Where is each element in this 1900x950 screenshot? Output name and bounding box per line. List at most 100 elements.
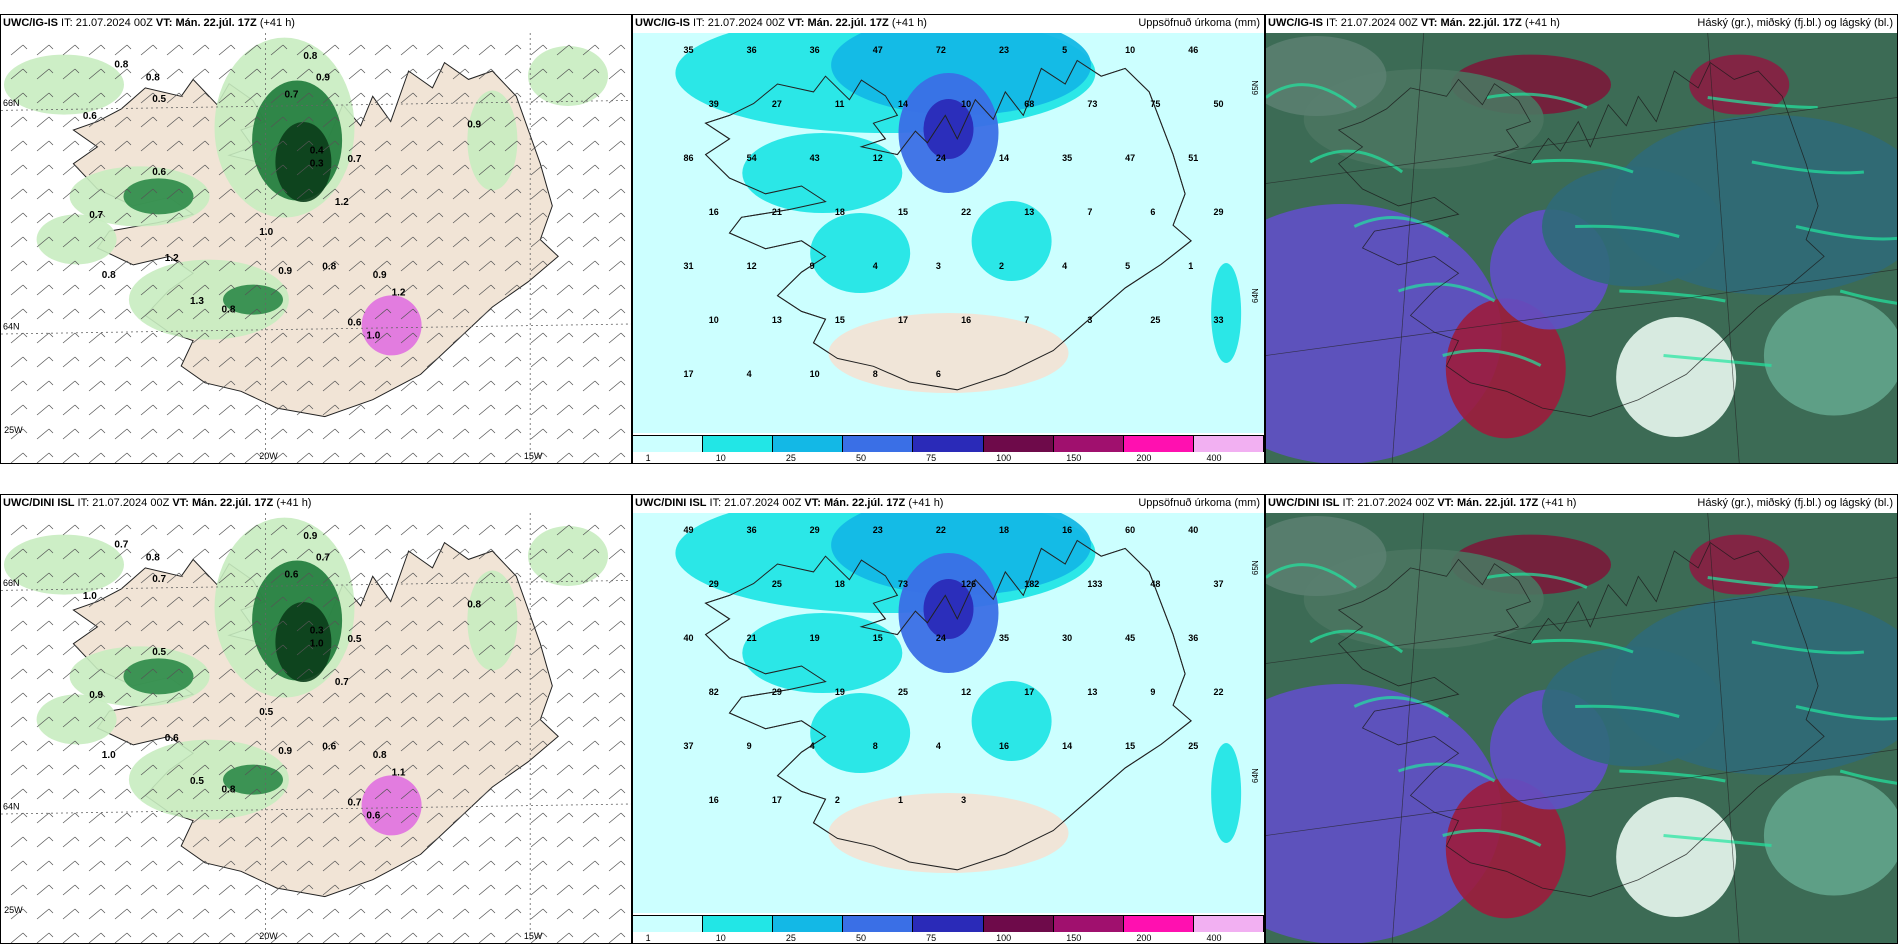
cloud-contour	[1397, 762, 1496, 783]
cloud-contour	[1619, 769, 1726, 783]
wind-barb	[296, 308, 314, 320]
precip-area	[123, 178, 194, 215]
wind-barb	[270, 932, 288, 943]
wind-barb	[10, 452, 28, 463]
wind-barb	[218, 932, 236, 943]
it-label: IT:	[690, 17, 708, 29]
precip-value-label: 0.7	[152, 574, 166, 585]
wind-barb	[10, 740, 28, 752]
wind-barb	[270, 188, 288, 200]
wind-barb	[374, 572, 392, 584]
wind-barb	[192, 692, 210, 704]
cloud-contour	[1266, 83, 1357, 109]
wind-barb	[608, 236, 626, 248]
wind-barb	[348, 764, 366, 776]
accum-value-label: 12	[961, 687, 971, 697]
wind-barb	[426, 668, 444, 680]
wind-barb	[374, 884, 392, 896]
wind-barb	[218, 572, 236, 584]
colorbar-label: 75	[926, 933, 937, 943]
wind-barb	[62, 260, 80, 272]
wind-barb	[192, 884, 210, 896]
wind-barb	[270, 68, 288, 80]
wind-barb	[426, 836, 444, 848]
wind-barb	[10, 116, 28, 128]
wind-barb	[504, 260, 522, 272]
precip-value-label: 0.9	[278, 266, 292, 277]
wind-barb	[192, 404, 210, 416]
wind-barb	[478, 644, 496, 656]
cloud-area	[1266, 684, 1502, 943]
wind-barb	[296, 596, 314, 608]
lead-time: (+41 h)	[259, 17, 295, 29]
precip-area	[971, 681, 1052, 761]
wind-barb	[348, 932, 366, 943]
precip-area	[810, 693, 911, 773]
colorbar: 1 10 25 50 75 100 150 200 400	[633, 915, 1264, 943]
wind-barb	[62, 404, 80, 416]
panel-header: UWC/DINI ISL IT: 21.07.2024 00Z VT: Mán.…	[1268, 497, 1893, 513]
cloud-contour	[1751, 160, 1865, 175]
cloud-contour	[1575, 224, 1680, 238]
wind-barb	[582, 164, 600, 176]
wind-barb	[374, 404, 392, 416]
wind-barb	[296, 404, 314, 416]
wind-barb	[400, 260, 418, 272]
wind-barb	[270, 404, 288, 416]
wind-barb	[374, 428, 392, 440]
wind-barb	[218, 116, 236, 128]
wind-barb	[62, 188, 80, 200]
wind-barb	[400, 404, 418, 416]
wind-barb	[36, 812, 54, 824]
wind-barb	[36, 116, 54, 128]
wind-barb	[244, 764, 262, 776]
wind-barb	[322, 908, 340, 920]
precip-area	[128, 739, 289, 820]
wind-barb	[452, 740, 470, 752]
wind-barb	[244, 740, 262, 752]
wind-barb	[270, 572, 288, 584]
wind-barb	[322, 380, 340, 392]
wind-barb	[10, 596, 28, 608]
accum-value-label: 9	[1150, 687, 1155, 697]
wind-barb	[556, 572, 574, 584]
grid-line	[1266, 269, 1897, 356]
wind-barb	[36, 860, 54, 872]
wind-barb	[166, 836, 184, 848]
wind-barb	[608, 164, 626, 176]
wind-barb	[426, 164, 444, 176]
wind-barb	[478, 788, 496, 800]
wind-barb	[166, 236, 184, 248]
wind-barb	[140, 548, 158, 560]
accum-value-label: 46	[1188, 45, 1198, 55]
grid-line	[1, 803, 631, 815]
wind-barb	[478, 140, 496, 152]
wind-barb	[608, 764, 626, 776]
wind-barb	[140, 236, 158, 248]
wind-barb	[166, 140, 184, 152]
wind-barb	[140, 68, 158, 80]
wind-barb	[10, 620, 28, 632]
precip-value-label: 1.0	[259, 227, 273, 238]
wind-barb	[244, 380, 262, 392]
colorbar-label: 150	[1066, 453, 1082, 463]
wind-barb	[270, 596, 288, 608]
cloud-contour	[1663, 354, 1772, 367]
coastline	[704, 59, 1192, 391]
accum-value-label: 16	[961, 315, 971, 325]
wind-barb	[348, 524, 366, 536]
wind-barb	[296, 332, 314, 344]
wind-barb	[608, 548, 626, 560]
wind-barb	[374, 764, 392, 776]
it-label: IT:	[1339, 497, 1358, 509]
panel-title-right: Háský (gr.), miðský (fj.bl.) og lágský (…	[1697, 497, 1893, 509]
precip-value-label: 0.9	[467, 120, 481, 131]
wind-barb	[400, 116, 418, 128]
wind-barb	[10, 908, 28, 920]
wind-barb	[62, 692, 80, 704]
wind-barb	[348, 740, 366, 752]
wind-barb	[140, 308, 158, 320]
wind-barb	[10, 668, 28, 680]
accum-value-label: 4	[1062, 261, 1067, 271]
wind-barb	[608, 332, 626, 344]
